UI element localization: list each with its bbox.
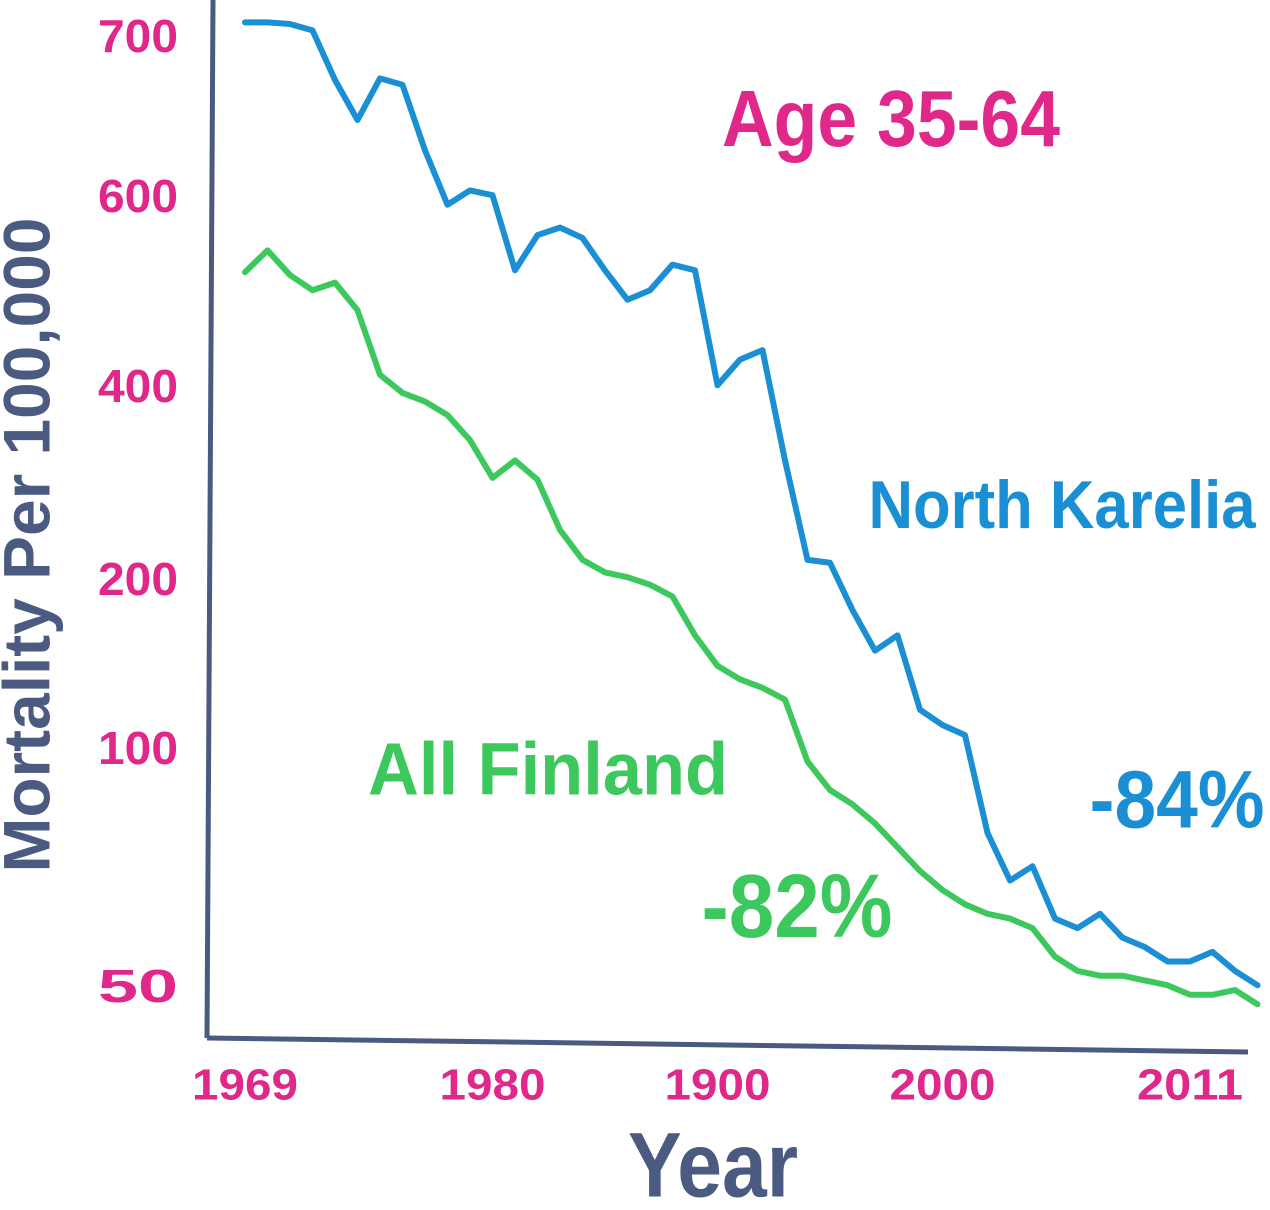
x-tick-label: 2000	[890, 1061, 996, 1110]
line	[242, 247, 1261, 1008]
x-axis	[206, 1035, 1249, 1055]
y-tick-label: 700	[98, 10, 178, 62]
series-label: All Finland	[368, 728, 728, 811]
y-tick-label: 200	[98, 553, 178, 605]
y-axis	[204, 0, 216, 1039]
x-tick-label: 1900	[665, 1061, 771, 1110]
y-axis-label: Mortality Per 100,000	[0, 218, 63, 873]
series-label: North Karelia	[869, 467, 1257, 543]
y-tick-label: 50	[98, 960, 178, 1012]
annotation: -84%	[1090, 755, 1265, 846]
y-tick-label: 400	[98, 360, 178, 412]
x-tick-label: 1980	[440, 1061, 546, 1110]
x-axis-label: Year	[628, 1114, 798, 1210]
x-tick-label: 2011	[1137, 1061, 1243, 1110]
annotation: -82%	[702, 857, 893, 957]
chart-title: Age 35-64	[722, 74, 1060, 163]
line	[242, 19, 1261, 989]
x-tick-label: 1969	[192, 1061, 298, 1110]
y-tick-label: 100	[98, 722, 178, 774]
y-tick-label: 600	[98, 170, 178, 222]
